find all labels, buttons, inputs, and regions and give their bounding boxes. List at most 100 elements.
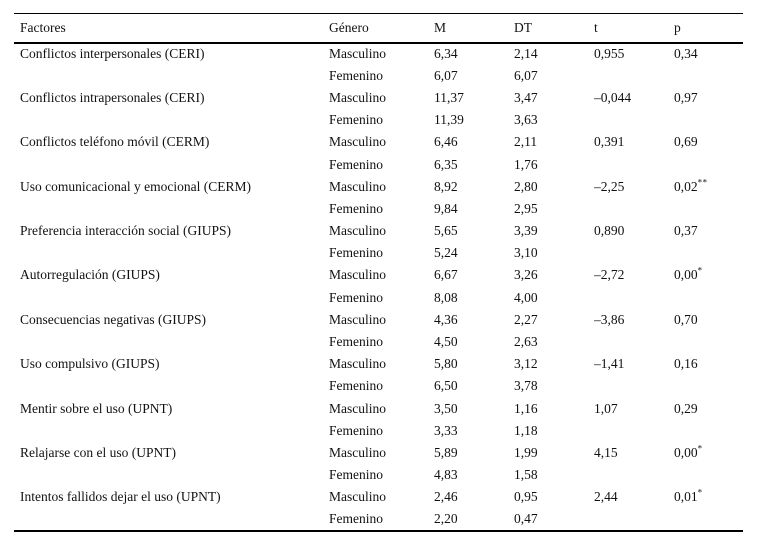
table-row: Relajarse con el uso (UPNT) Masculino 5,89…	[14, 442, 743, 464]
t-cell: 4,15	[594, 444, 618, 460]
factor-cell	[14, 153, 329, 175]
m-cell: 6,46	[434, 134, 458, 150]
m-cell: 5,24	[434, 245, 458, 261]
m-cell: 6,07	[434, 67, 458, 83]
table-row: Femenino 11,39 3,63	[14, 109, 743, 131]
column-header-m: M	[434, 13, 514, 44]
genero-cell: Masculino	[329, 311, 386, 327]
p-cell: 0,69	[674, 134, 698, 150]
column-header-factores: Factores	[14, 13, 329, 44]
genero-cell: Femenino	[329, 334, 383, 350]
p-cell	[674, 508, 743, 530]
p-cell	[674, 198, 743, 220]
genero-cell: Masculino	[329, 400, 386, 416]
t-cell	[594, 375, 674, 397]
t-cell: –2,72	[594, 267, 625, 283]
dt-cell: 0,47	[514, 511, 538, 527]
factor-cell	[14, 420, 329, 442]
factor-cell: Intentos fallidos dejar el uso (UPNT)	[20, 489, 221, 505]
dt-cell: 6,07	[514, 67, 538, 83]
genero-cell: Femenino	[329, 289, 383, 305]
m-cell: 5,80	[434, 356, 458, 372]
factor-cell: Relajarse con el uso (UPNT)	[20, 444, 176, 460]
m-cell: 6,67	[434, 267, 458, 283]
genero-cell: Femenino	[329, 67, 383, 83]
t-cell	[594, 198, 674, 220]
p-cell	[674, 331, 743, 353]
significance-asterisk: **	[697, 177, 708, 188]
genero-cell: Masculino	[329, 267, 386, 283]
p-cell: 0,16	[674, 356, 698, 372]
table-row: Femenino 6,07 6,07	[14, 65, 743, 87]
p-cell: 0,02**	[674, 177, 708, 194]
t-cell: –1,41	[594, 356, 625, 372]
t-cell: –2,25	[594, 178, 625, 194]
m-cell: 9,84	[434, 200, 458, 216]
genero-cell: Masculino	[329, 356, 386, 372]
p-cell: 0,97	[674, 89, 698, 105]
m-cell: 4,50	[434, 334, 458, 350]
factor-cell: Autorregulación (GIUPS)	[20, 267, 160, 283]
column-header-dt: DT	[514, 13, 594, 44]
m-cell: 8,08	[434, 289, 458, 305]
factor-cell: Conflictos intrapersonales (CERI)	[20, 89, 205, 105]
factor-cell	[14, 331, 329, 353]
table-row: Femenino 4,83 1,58	[14, 464, 743, 486]
table-row: Conflictos interpersonales (CERI) Masculi…	[14, 43, 743, 65]
m-cell: 11,39	[434, 112, 464, 128]
p-cell	[674, 153, 743, 175]
t-cell	[594, 153, 674, 175]
t-cell: –3,86	[594, 311, 625, 327]
p-cell	[674, 109, 743, 131]
p-cell	[674, 65, 743, 87]
table-row: Femenino 3,33 1,18	[14, 420, 743, 442]
factor-cell	[14, 198, 329, 220]
table-row: Conflictos intrapersonales (CERI) Masculi…	[14, 87, 743, 109]
p-cell: 0,00*	[674, 443, 703, 460]
factor-cell: Conflictos teléfono móvil (CERM)	[20, 134, 210, 150]
factor-cell: Preferencia interacción social (GIUPS)	[20, 223, 232, 239]
p-cell: 0,00*	[674, 265, 703, 283]
t-cell: 0,890	[594, 223, 625, 239]
table-header-row: Factores Género M DT t p	[14, 13, 743, 44]
t-cell	[594, 287, 674, 309]
p-cell: 0,37	[674, 223, 698, 239]
factor-cell	[14, 242, 329, 264]
factor-cell	[14, 109, 329, 131]
table-header: Factores Género M DT t p	[14, 13, 743, 44]
factor-cell	[14, 464, 329, 486]
genero-cell: Masculino	[329, 134, 386, 150]
t-cell: 2,44	[594, 489, 618, 505]
t-cell: 0,955	[594, 46, 625, 62]
m-cell: 4,83	[434, 467, 458, 483]
table-row: Femenino 2,20 0,47	[14, 508, 743, 530]
m-cell: 6,50	[434, 378, 458, 394]
p-cell: 0,29	[674, 400, 698, 416]
genero-cell: Femenino	[329, 467, 383, 483]
factor-cell: Uso compulsivo (GIUPS)	[20, 356, 160, 372]
dt-cell: 4,00	[514, 289, 538, 305]
m-cell: 6,34	[434, 46, 458, 62]
dt-cell: 3,63	[514, 112, 538, 128]
table-row: Preferencia interacción social (GIUPS) Ma…	[14, 220, 743, 242]
factor-cell	[14, 508, 329, 530]
table-body: Conflictos interpersonales (CERI) Masculi…	[14, 43, 743, 531]
column-header-p: p	[674, 13, 743, 44]
factor-cell	[14, 287, 329, 309]
genero-cell: Femenino	[329, 378, 383, 394]
table-row: Uso compulsivo (GIUPS) Masculino 5,80 3,12 –…	[14, 353, 743, 375]
m-cell: 6,35	[434, 156, 458, 172]
dt-cell: 2,63	[514, 334, 538, 350]
table-row: Femenino 6,35 1,76	[14, 153, 743, 175]
dt-cell: 1,58	[514, 467, 538, 483]
factor-cell	[14, 375, 329, 397]
p-cell: 0,01*	[674, 487, 703, 505]
m-cell: 3,50	[434, 400, 458, 416]
significance-asterisk: *	[697, 443, 703, 454]
table-row: Femenino 9,84 2,95	[14, 198, 743, 220]
genero-cell: Femenino	[329, 511, 383, 527]
factor-cell: Conflictos interpersonales (CERI)	[20, 46, 205, 62]
p-cell	[674, 287, 743, 309]
dt-cell: 1,76	[514, 156, 538, 172]
p-cell: 0,70	[674, 311, 698, 327]
